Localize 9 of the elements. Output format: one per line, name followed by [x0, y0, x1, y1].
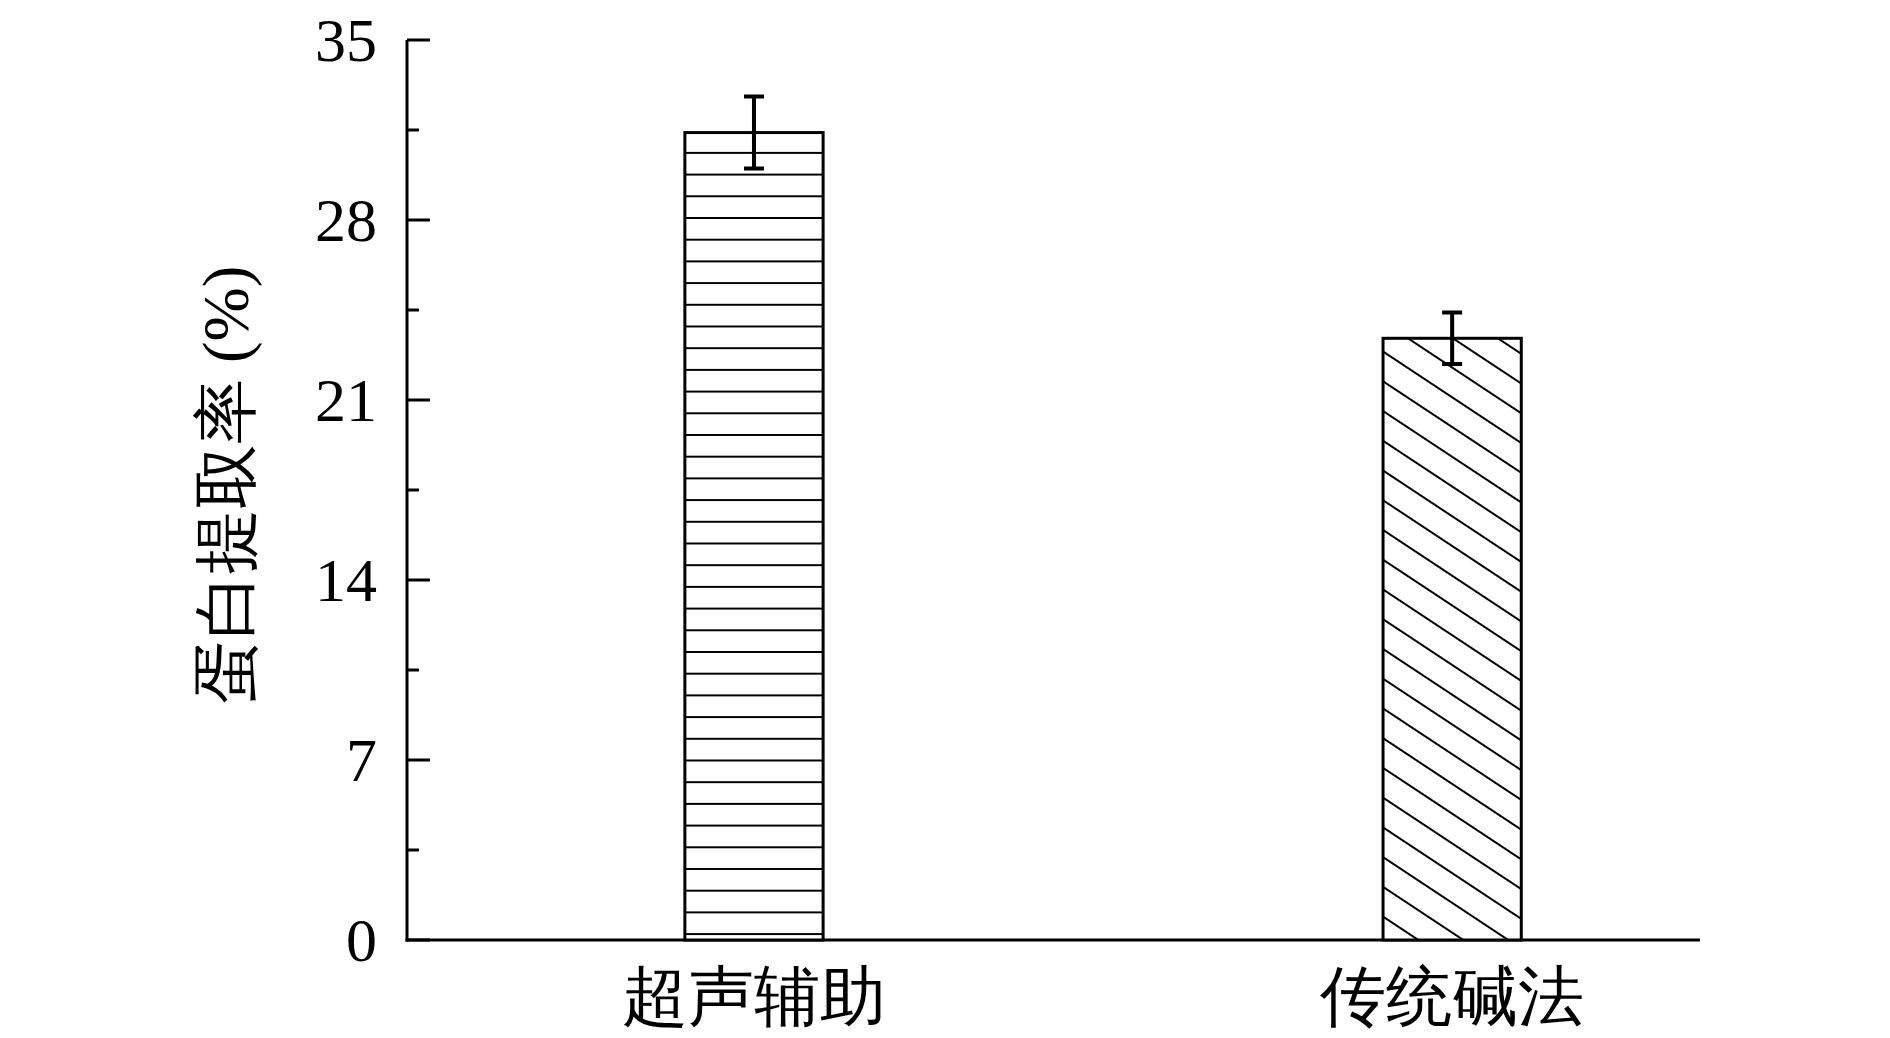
- y-tick-label: 7: [346, 726, 377, 794]
- x-tick-label: 超声辅助: [621, 959, 886, 1033]
- y-axis-title: 蛋白提取率 (%): [190, 265, 262, 705]
- x-tick-label: 传统碱法: [1320, 959, 1585, 1033]
- y-tick-label: 28: [315, 186, 377, 254]
- y-tick-label: 21: [315, 366, 377, 434]
- y-tick-label: 14: [315, 546, 377, 614]
- y-tick-label: 35: [315, 6, 377, 74]
- y-tick-label: 0: [346, 906, 377, 974]
